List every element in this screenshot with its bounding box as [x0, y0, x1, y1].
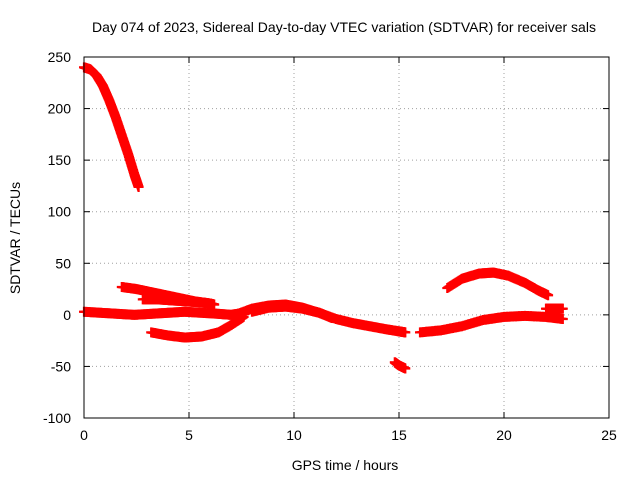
- y-tick-label: 250: [48, 49, 72, 65]
- grid: [84, 57, 609, 418]
- series-arc-flat-near-zero: [79, 306, 249, 320]
- data-point: [400, 363, 411, 374]
- series-arc-dip: [146, 311, 249, 343]
- axis-ticks: 0 5 10 15 20 25 -100 -50 0 50 100 150 200 250: [43, 49, 617, 443]
- data-point: [400, 327, 411, 338]
- data-point: [557, 313, 568, 324]
- chart-title: Day 074 of 2023, Sidereal Day-to-day VTE…: [92, 19, 596, 35]
- data-point: [133, 181, 144, 192]
- data-point: [557, 303, 568, 314]
- x-tick-label: 10: [286, 427, 302, 443]
- x-tick-label: 5: [185, 427, 193, 443]
- data-point: [543, 290, 554, 301]
- series-arc-mid-band: [137, 294, 215, 309]
- plot-frame: [83, 56, 610, 419]
- x-tick-label: 0: [80, 427, 88, 443]
- x-tick-label: 15: [391, 427, 407, 443]
- x-axis-label: GPS time / hours: [292, 457, 399, 473]
- y-tick-label: 50: [55, 255, 71, 271]
- series-arc-early-high: [79, 62, 144, 192]
- series-arc-late-neg: [389, 357, 411, 374]
- y-tick-label: -100: [43, 410, 71, 426]
- x-tick-label: 20: [496, 427, 512, 443]
- data-point: [205, 298, 215, 309]
- series-arc-end-short: [541, 303, 568, 314]
- series-arc-mid-scatter: [247, 301, 411, 338]
- y-tick-label: -50: [51, 358, 71, 374]
- data-points: [79, 62, 568, 374]
- y-tick-label: 100: [48, 204, 72, 220]
- series-arc-evening-low: [415, 310, 568, 338]
- y-axis-label: SDTVAR / TECUs: [7, 182, 23, 294]
- y-tick-label: 0: [63, 307, 71, 323]
- y-tick-label: 150: [48, 152, 72, 168]
- y-tick-label: 200: [48, 101, 72, 117]
- x-tick-label: 25: [601, 427, 617, 443]
- series-arc-evening-hump: [442, 267, 554, 301]
